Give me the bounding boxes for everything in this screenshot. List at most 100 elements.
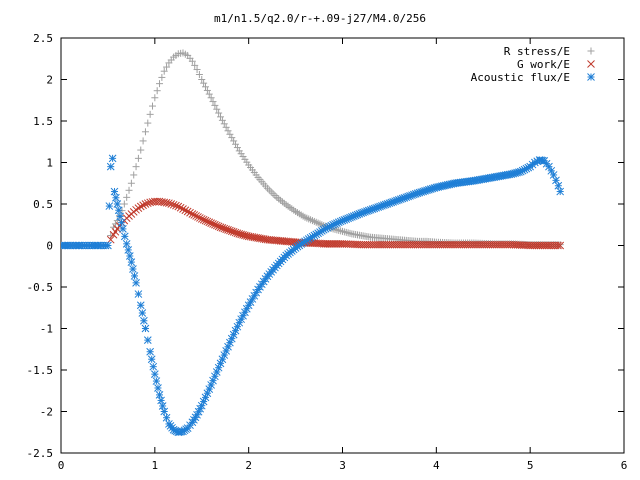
data-point <box>331 239 339 248</box>
data-point <box>122 239 131 248</box>
data-point <box>132 278 140 287</box>
data-point <box>156 80 164 88</box>
x-tick-label: 3 <box>339 459 346 472</box>
data-point <box>174 202 183 211</box>
data-point <box>232 140 240 148</box>
data-point <box>123 193 131 201</box>
data-point <box>209 98 217 106</box>
y-tick-label: -1 <box>40 323 53 336</box>
data-point <box>203 86 211 94</box>
data-point <box>163 63 171 71</box>
data-point <box>323 239 332 248</box>
data-point <box>205 90 213 98</box>
data-point <box>203 217 212 226</box>
y-tick-label: -1.5 <box>27 364 54 377</box>
data-point <box>157 396 165 405</box>
data-point <box>112 193 120 202</box>
x-tick-label: 4 <box>433 459 440 472</box>
data-point <box>160 198 169 207</box>
data-point <box>105 202 114 210</box>
data-point <box>136 301 145 310</box>
y-tick-label: -2 <box>40 406 53 419</box>
data-point <box>222 123 230 131</box>
data-point <box>267 188 275 196</box>
y-axis: -2.5 -2 -1.5 -1 -0.5 0 0.5 1 1.5 2 2.5 <box>27 32 624 460</box>
data-point <box>141 128 149 136</box>
data-point <box>198 76 206 83</box>
data-point <box>220 120 228 128</box>
data-point <box>195 71 203 79</box>
data-point <box>139 201 147 210</box>
data-point <box>201 216 210 225</box>
data-point <box>150 370 159 379</box>
data-point <box>155 391 164 399</box>
data-point <box>162 198 171 207</box>
data-point <box>124 246 133 254</box>
data-point <box>179 205 187 213</box>
data-point <box>120 200 128 208</box>
data-point <box>162 413 171 422</box>
data-point <box>113 200 122 208</box>
data-point <box>269 190 277 198</box>
data-point <box>277 196 285 204</box>
data-point <box>141 324 150 333</box>
data-point <box>149 362 158 371</box>
data-point <box>186 208 194 217</box>
y-tick-label: 0 <box>46 240 53 253</box>
data-point <box>319 239 328 248</box>
data-point <box>329 239 337 248</box>
data-point <box>136 202 145 211</box>
data-point <box>134 154 142 162</box>
data-point <box>165 199 173 208</box>
x-tick-label: 1 <box>152 459 159 472</box>
data-point <box>197 215 206 223</box>
data-point <box>183 207 192 216</box>
data-point <box>556 241 565 250</box>
data-point <box>130 171 138 179</box>
data-point <box>265 186 273 194</box>
legend-label: G work/E <box>517 58 570 71</box>
data-point <box>143 336 152 344</box>
y-tick-label: -0.5 <box>27 281 54 294</box>
data-point <box>217 113 225 121</box>
data-point <box>224 127 232 135</box>
data-point <box>119 225 127 233</box>
data-point <box>127 179 135 187</box>
data-point <box>158 73 166 81</box>
data-point <box>194 213 202 221</box>
data-point <box>138 309 147 317</box>
data-point <box>181 206 190 215</box>
data-point <box>233 144 241 152</box>
data-point <box>134 290 143 298</box>
data-point <box>321 239 330 248</box>
data-point <box>275 195 283 203</box>
data-point <box>148 102 156 110</box>
data-point <box>205 218 214 227</box>
data-point <box>137 146 145 154</box>
data-point <box>143 199 152 208</box>
data-point <box>155 197 164 206</box>
data-point <box>212 221 221 230</box>
data-point <box>192 212 200 220</box>
data-point <box>194 407 203 416</box>
data-point <box>193 66 201 74</box>
data-point <box>196 214 204 222</box>
data-point <box>213 105 221 113</box>
data-point <box>140 316 148 325</box>
data-point <box>554 241 562 250</box>
y-tick-label: 1 <box>46 157 53 170</box>
data-point <box>271 192 279 200</box>
chart-title: m1/n1.5/q2.0/r-+.09-j27/M4.0/256 <box>214 12 426 25</box>
data-point <box>230 137 238 145</box>
data-point <box>160 407 169 416</box>
data-point <box>146 110 154 118</box>
data-point <box>211 220 219 229</box>
data-point <box>191 61 199 69</box>
data-point <box>144 119 152 127</box>
data-point <box>106 162 115 171</box>
data-point <box>190 211 199 219</box>
data-point <box>167 200 176 208</box>
data-point <box>556 241 564 249</box>
data-point <box>325 239 334 248</box>
